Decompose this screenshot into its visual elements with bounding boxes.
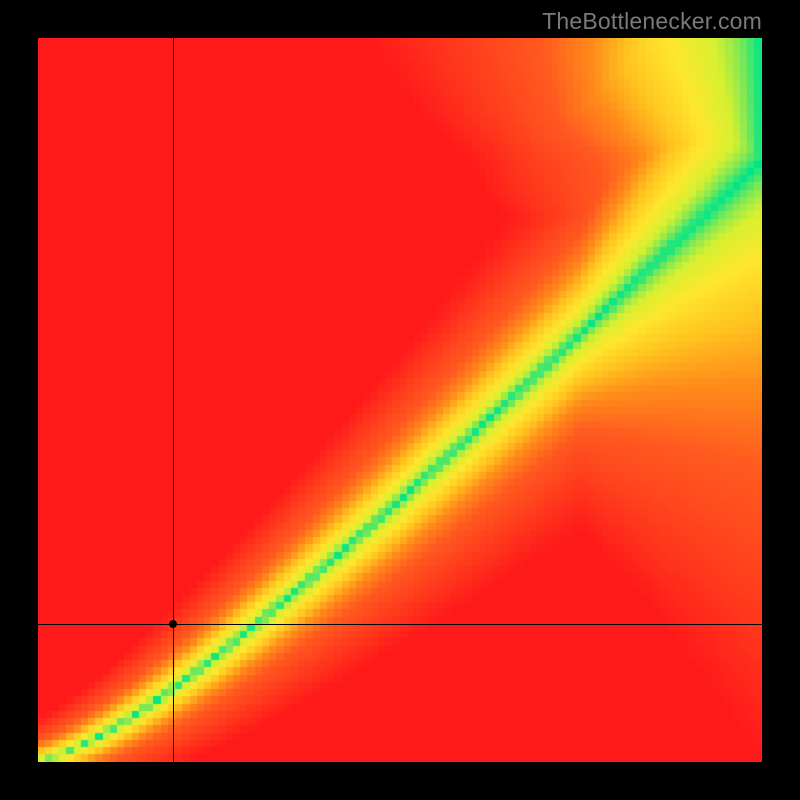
heatmap-canvas	[38, 38, 762, 762]
watermark-text: TheBottlenecker.com	[542, 8, 762, 35]
heatmap-plot-area[interactable]	[38, 38, 762, 762]
chart-container: TheBottlenecker.com	[0, 0, 800, 800]
